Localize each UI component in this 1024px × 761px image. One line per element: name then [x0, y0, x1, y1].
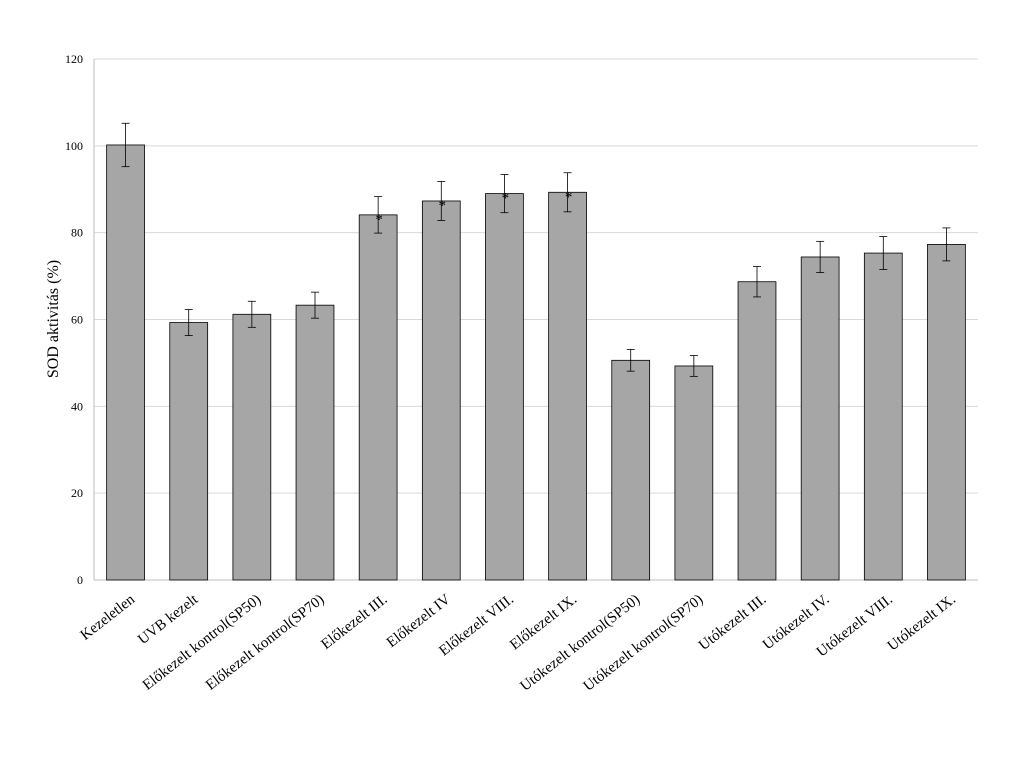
- error-bar: [437, 181, 446, 221]
- bar: [295, 304, 335, 581]
- x-tick-label: Utókezelt III.: [696, 592, 770, 654]
- error-bar: [942, 227, 951, 262]
- y-tick-label: 80: [71, 226, 83, 240]
- significance-star: *: [375, 212, 383, 228]
- x-tick-label: Előkezelt III.: [318, 592, 390, 653]
- bar: [421, 200, 461, 581]
- y-tick-labels: 0 20 40 60 80 100 120: [65, 52, 83, 587]
- bar: [548, 191, 587, 581]
- bar: [106, 144, 145, 581]
- significance-markers: * * * *: [375, 189, 572, 228]
- error-bar: [563, 172, 572, 213]
- bar: [927, 243, 966, 581]
- x-tick-label: Előkezelt kontrol(SP50): [140, 592, 264, 694]
- error-bar: [753, 266, 761, 298]
- y-tick-label: 0: [77, 573, 83, 587]
- error-bar: [121, 122, 130, 168]
- error-bars: [121, 122, 951, 377]
- y-tick-label: 100: [65, 139, 83, 153]
- significance-star: *: [565, 189, 573, 205]
- x-tick-label: Utókezelt kontrol(SP70): [581, 592, 707, 695]
- y-tick-label: 60: [71, 313, 83, 327]
- error-bar: [374, 196, 383, 234]
- bar: [485, 193, 524, 581]
- error-bar: [689, 355, 698, 377]
- error-bar: [247, 300, 256, 328]
- significance-star: *: [502, 191, 510, 207]
- y-axis-title: SOD aktivitás (%): [45, 260, 62, 378]
- bar: [169, 322, 209, 581]
- error-bar: [626, 349, 635, 372]
- bar: [611, 359, 651, 581]
- error-bar: [184, 309, 193, 336]
- x-tick-label: Előkezelt kontrol(SP70): [203, 592, 327, 694]
- bar: [863, 252, 903, 581]
- bar: [800, 256, 840, 581]
- error-bar: [879, 236, 888, 270]
- bar: [358, 214, 398, 581]
- y-tick-label: 120: [65, 52, 83, 66]
- error-bar: [816, 240, 825, 274]
- bar: [232, 313, 272, 581]
- y-tick-label: 20: [71, 486, 83, 500]
- error-bar: [500, 174, 509, 214]
- x-tick-label: Utókezelt IX.: [885, 592, 959, 655]
- x-tick-label: Utókezelt kontrol(SP50): [517, 592, 643, 695]
- y-tick-label: 40: [71, 399, 83, 413]
- bar: [737, 281, 777, 581]
- x-tick-label: Kezeletlen: [78, 591, 139, 643]
- bar: [674, 365, 714, 581]
- significance-star: *: [439, 198, 447, 214]
- bars: [106, 144, 966, 581]
- error-bar: [311, 291, 319, 319]
